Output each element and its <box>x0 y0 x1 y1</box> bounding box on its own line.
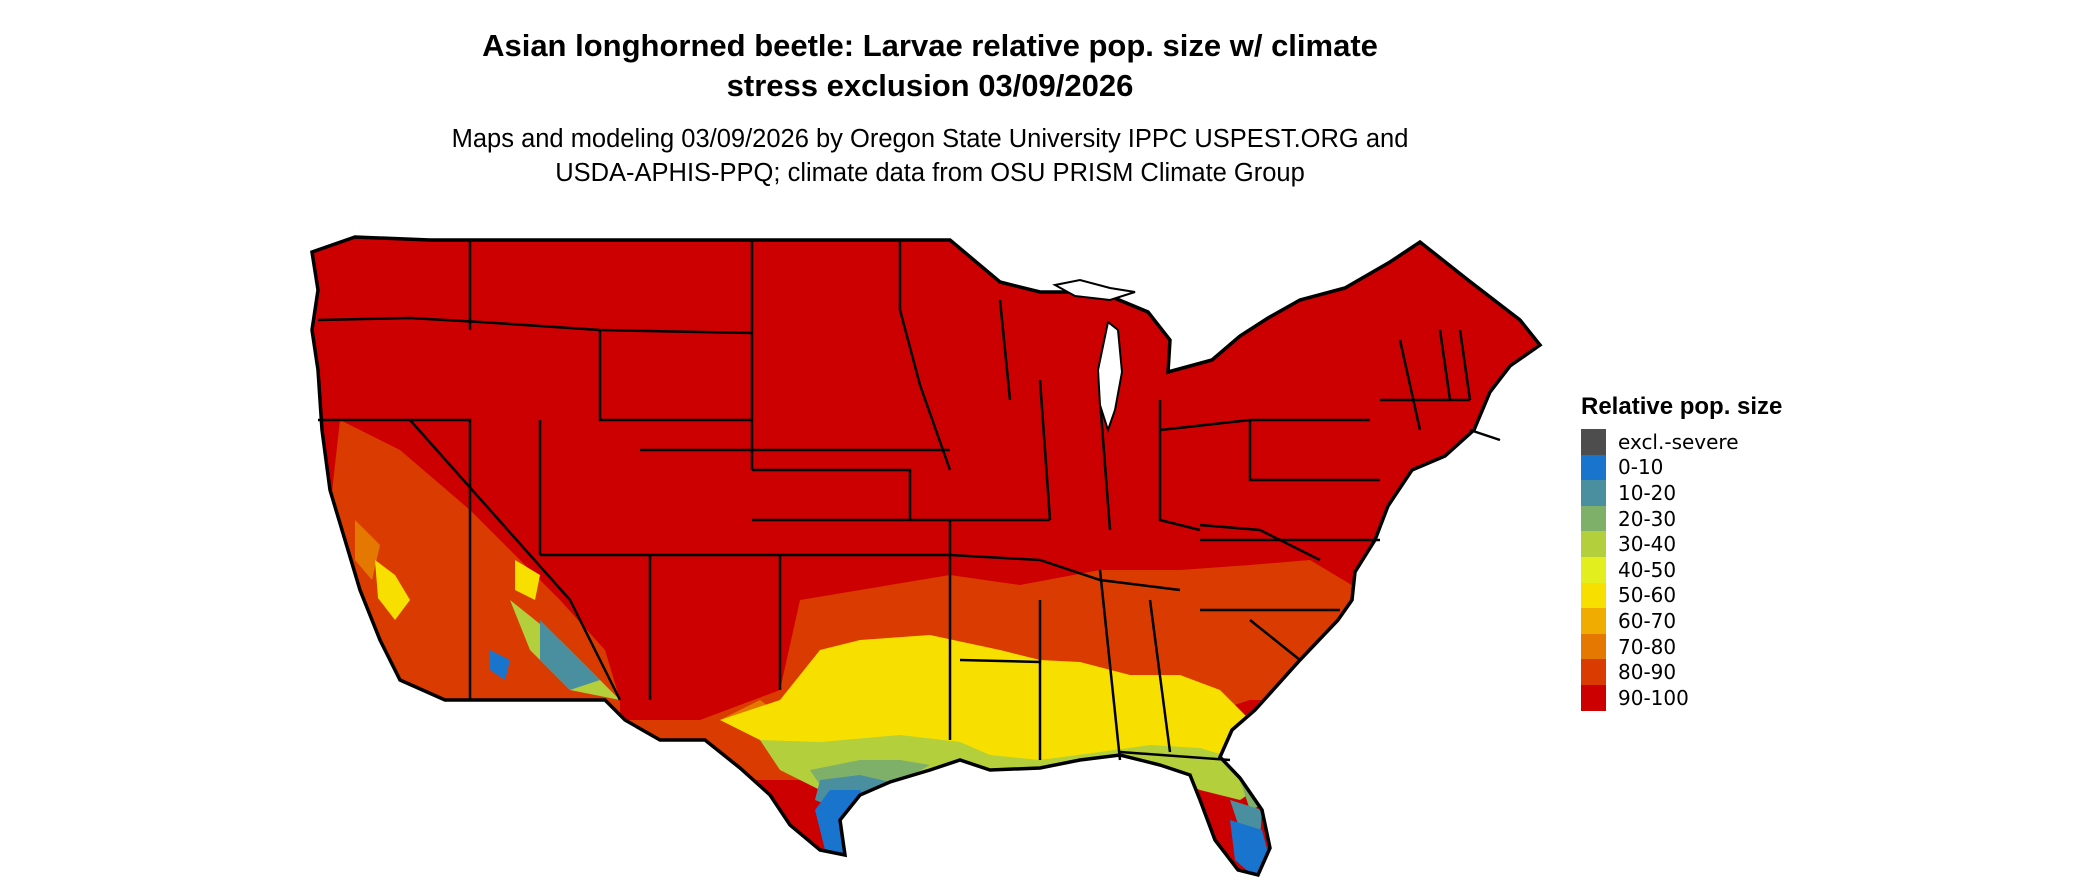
legend-swatch <box>1581 608 1606 634</box>
legend-swatch <box>1581 633 1606 660</box>
legend-item: 80-90 <box>1581 659 1782 685</box>
legend-item: 60-70 <box>1581 608 1782 634</box>
map-legend: Relative pop. size excl.-severe 0-10 10-… <box>1581 393 1782 711</box>
us-population-map <box>310 235 1542 877</box>
legend-label: 50-60 <box>1618 583 1677 608</box>
legend-swatch <box>1581 531 1606 557</box>
legend-swatch <box>1581 505 1606 532</box>
title-line-1: Asian longhorned beetle: Larvae relative… <box>482 28 1378 63</box>
population-fill <box>312 237 1540 875</box>
legend-label: 0-10 <box>1618 455 1664 480</box>
lake-michigan <box>1096 320 1124 434</box>
legend-item: 20-30 <box>1581 505 1782 532</box>
legend-label: 80-90 <box>1618 660 1677 685</box>
legend-swatch <box>1581 684 1606 711</box>
subtitle-line-2: USDA-APHIS-PPQ; climate data from OSU PR… <box>555 159 1305 187</box>
legend-swatch <box>1581 480 1606 506</box>
legend-swatch <box>1581 454 1606 481</box>
legend-item: 0-10 <box>1581 454 1782 481</box>
legend-label: 10-20 <box>1618 480 1677 505</box>
legend-label: 90-100 <box>1618 685 1689 710</box>
legend-label: excl.-severe <box>1618 429 1739 454</box>
legend-swatch <box>1581 556 1606 583</box>
zone-50-60-west <box>375 560 540 620</box>
legend-item: 50-60 <box>1581 582 1782 609</box>
legend-label: 20-30 <box>1618 506 1677 531</box>
legend-swatch <box>1581 582 1606 609</box>
legend-label: 60-70 <box>1618 608 1677 633</box>
legend-item: 30-40 <box>1581 531 1782 557</box>
great-lakes <box>1052 278 1136 434</box>
map-title: Asian longhorned beetle: Larvae relative… <box>330 26 1530 106</box>
state-borders <box>317 240 1501 762</box>
legend-label: 70-80 <box>1618 634 1677 659</box>
zone-20-30 <box>810 760 1262 810</box>
legend-label: 40-50 <box>1618 557 1677 582</box>
subtitle-line-1: Maps and modeling 03/09/2026 by Oregon S… <box>451 125 1409 153</box>
legend-item: excl.-severe <box>1581 429 1782 455</box>
map-subtitle: Maps and modeling 03/09/2026 by Oregon S… <box>330 122 1530 190</box>
legend-title: Relative pop. size <box>1581 393 1783 420</box>
legend-swatch <box>1581 659 1606 685</box>
lake-superior <box>1052 278 1136 302</box>
legend-item: 40-50 <box>1581 556 1782 583</box>
legend-label: 30-40 <box>1618 532 1677 557</box>
legend-swatch <box>1581 429 1606 455</box>
legend-item: 70-80 <box>1581 633 1782 660</box>
legend-item: 90-100 <box>1581 684 1782 711</box>
legend-item: 10-20 <box>1581 480 1782 506</box>
title-line-2: stress exclusion 03/09/2026 <box>726 68 1134 103</box>
